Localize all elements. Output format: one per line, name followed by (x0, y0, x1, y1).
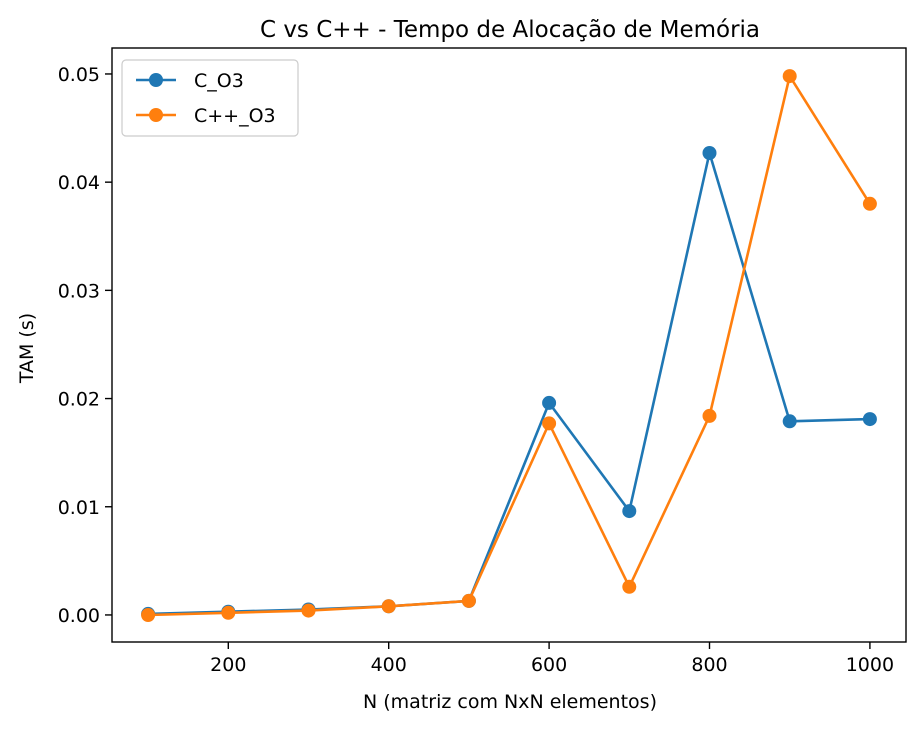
series-2-point-8 (702, 408, 717, 423)
series-1-point-8 (702, 146, 717, 160)
y-tick-label: 0.03 (58, 280, 100, 302)
y-axis-ticks: 0.00 0.01 0.02 0.03 0.04 0.05 (58, 64, 112, 627)
series-1-point-6 (542, 395, 557, 410)
series-2-point-6 (542, 416, 557, 431)
x-tick-label: 400 (371, 654, 407, 676)
y-tick-label: 0.01 (58, 497, 100, 519)
y-tick-label: 0.05 (58, 64, 100, 86)
chart-title: C vs C++ - Tempo de Alocação de Memória (260, 17, 760, 43)
legend-label-2: C++_O3 (194, 105, 276, 127)
series-2-point-4 (381, 599, 396, 614)
plot-area (111, 47, 907, 643)
plot-frame (111, 47, 907, 643)
series-2-point-5 (461, 593, 476, 608)
series-1-point-9 (782, 414, 797, 429)
x-tick-label: 1000 (846, 654, 894, 676)
legend-label-1: C_O3 (194, 70, 244, 92)
series-1-point-7 (622, 504, 637, 519)
x-tick-label: 200 (210, 654, 246, 676)
y-tick-label: 0.02 (58, 389, 100, 411)
series-2-point-7 (622, 579, 637, 594)
legend-marker-1 (149, 73, 163, 87)
legend: C_O3 C++_O3 (121, 59, 299, 137)
x-axis-label: N (matriz com NxN elementos) (363, 691, 657, 713)
series-2-point-9 (782, 69, 797, 84)
series-2-point-3 (301, 603, 316, 618)
x-axis-ticks: 200 400 600 800 1000 (210, 642, 894, 676)
y-tick-label: 0.04 (58, 172, 100, 194)
series-2-point-2 (221, 605, 236, 620)
x-tick-label: 600 (531, 654, 567, 676)
y-tick-label: 0.00 (58, 605, 100, 627)
y-axis-label: TAM (s) (16, 313, 38, 384)
legend-marker-2 (149, 108, 163, 122)
series-2-point-1 (141, 608, 156, 622)
series-2-point-10 (862, 196, 877, 211)
series-1-point-10 (862, 412, 877, 427)
series-line-2 (148, 74, 872, 617)
x-tick-label: 800 (691, 654, 727, 676)
